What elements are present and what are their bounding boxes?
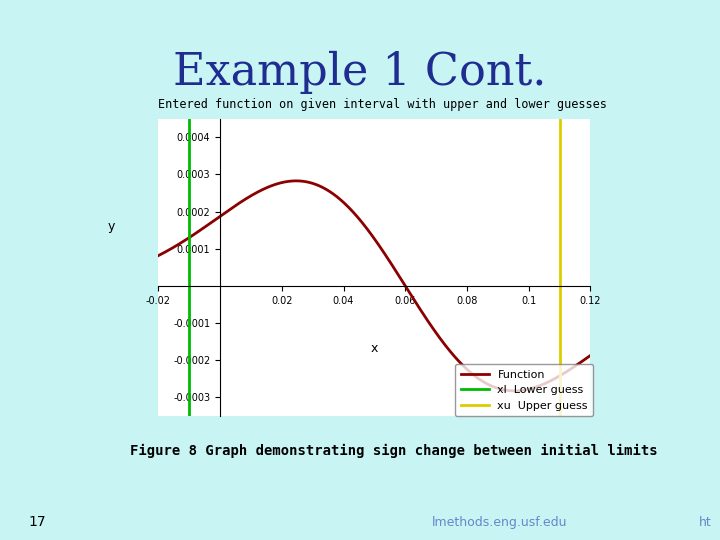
Text: Example 1 Cont.: Example 1 Cont. — [174, 51, 546, 94]
Text: Figure 8 Graph demonstrating sign change between initial limits: Figure 8 Graph demonstrating sign change… — [130, 444, 657, 458]
Text: x: x — [371, 342, 378, 355]
Text: lmethods.eng.usf.edu: lmethods.eng.usf.edu — [432, 516, 567, 529]
Legend: Function, xl  Lower guess, xu  Upper guess: Function, xl Lower guess, xu Upper guess — [455, 364, 593, 416]
Text: y: y — [108, 220, 115, 233]
Text: 17: 17 — [29, 515, 46, 529]
Text: Entered function on given interval with upper and lower guesses: Entered function on given interval with … — [158, 98, 607, 111]
Text: ht: ht — [698, 516, 711, 529]
